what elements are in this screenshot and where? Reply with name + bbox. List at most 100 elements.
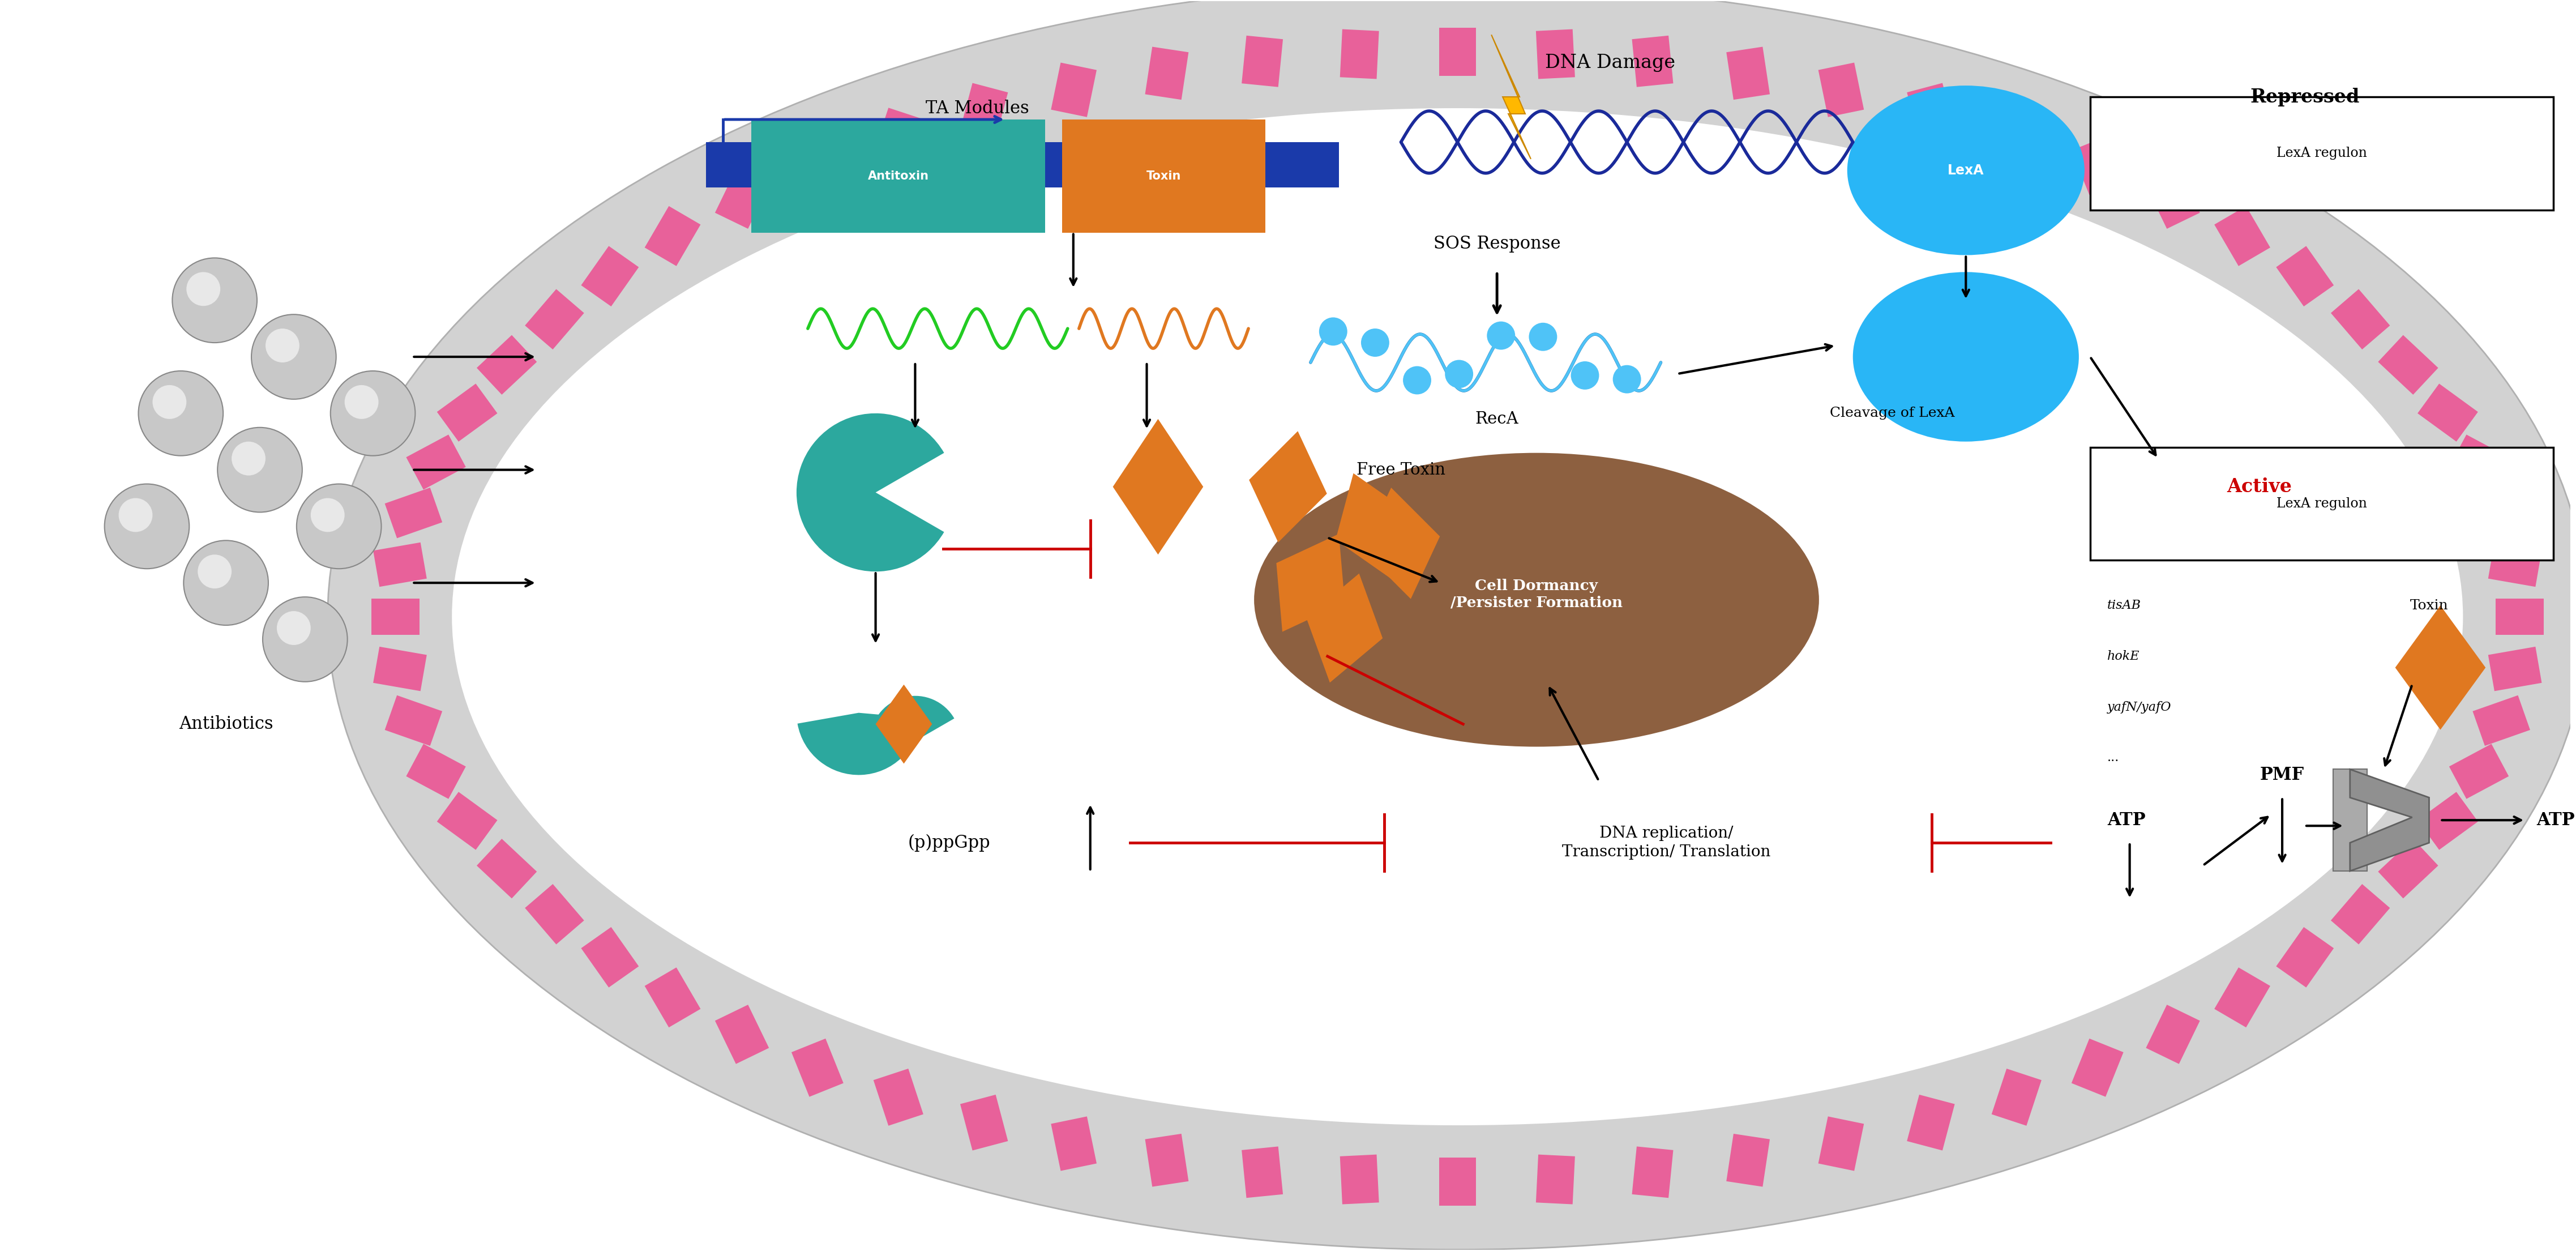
Bar <box>644 206 701 266</box>
Ellipse shape <box>1847 85 2084 255</box>
Polygon shape <box>2349 769 2429 871</box>
Bar <box>2450 744 2509 799</box>
Bar <box>371 598 420 636</box>
Text: SOS Response: SOS Response <box>1432 235 1561 253</box>
Bar <box>407 744 466 799</box>
Polygon shape <box>876 684 933 763</box>
Text: DNA Damage: DNA Damage <box>1546 54 1674 73</box>
Text: Free Toxin: Free Toxin <box>1358 462 1445 478</box>
Ellipse shape <box>327 0 2576 1250</box>
Text: Antitoxin: Antitoxin <box>868 170 930 181</box>
Text: ATP: ATP <box>2107 812 2146 829</box>
Circle shape <box>1445 360 1473 388</box>
Bar <box>2089 96 2553 210</box>
Bar <box>644 967 701 1027</box>
Wedge shape <box>871 696 953 741</box>
Bar <box>1340 1155 1378 1205</box>
Polygon shape <box>2396 605 2486 729</box>
Bar <box>582 246 639 306</box>
Text: tisAB: tisAB <box>2107 599 2141 612</box>
Bar <box>374 543 428 587</box>
Bar <box>2215 206 2269 266</box>
Ellipse shape <box>1255 453 1819 747</box>
Bar <box>1726 46 1770 100</box>
Text: (p)ppGpp: (p)ppGpp <box>907 834 989 852</box>
Text: RecA: RecA <box>1476 412 1520 427</box>
Bar <box>1146 1133 1188 1187</box>
Bar <box>407 434 466 489</box>
Bar <box>2473 696 2530 746</box>
Bar <box>1146 46 1188 100</box>
Bar <box>2378 838 2439 898</box>
Circle shape <box>216 428 301 512</box>
Bar <box>791 136 842 195</box>
Polygon shape <box>1275 534 1345 632</box>
Bar <box>2071 1038 2123 1097</box>
Text: Repressed: Repressed <box>2249 88 2360 106</box>
Bar <box>1440 28 1476 76</box>
Bar <box>873 1068 922 1126</box>
Text: Toxin: Toxin <box>1146 170 1180 181</box>
Polygon shape <box>1492 35 1530 159</box>
Text: Toxin: Toxin <box>2411 599 2447 612</box>
Circle shape <box>1486 322 1515 350</box>
Bar <box>526 289 585 349</box>
Bar <box>1440 1157 1476 1206</box>
Text: DNA replication/
Transcription/ Translation: DNA replication/ Transcription/ Translat… <box>1561 826 1770 859</box>
Circle shape <box>1404 367 1432 394</box>
Text: Active: Active <box>2228 478 2293 497</box>
Circle shape <box>106 484 188 569</box>
Wedge shape <box>799 713 920 774</box>
Bar <box>2331 884 2391 945</box>
Bar <box>2334 769 2367 871</box>
Bar <box>582 927 639 987</box>
Bar <box>716 170 770 229</box>
Circle shape <box>1613 365 1641 393</box>
Wedge shape <box>796 413 943 572</box>
Bar <box>1726 1133 1770 1187</box>
Circle shape <box>1530 323 1556 352</box>
Polygon shape <box>1249 432 1327 543</box>
Circle shape <box>118 498 152 532</box>
Circle shape <box>1319 318 1347 345</box>
Bar <box>1819 1116 1865 1171</box>
Bar <box>2277 246 2334 306</box>
Bar <box>2215 967 2269 1027</box>
Circle shape <box>198 554 232 588</box>
Bar <box>1051 63 1097 118</box>
Circle shape <box>312 498 345 532</box>
Text: LexA regulon: LexA regulon <box>2277 146 2367 160</box>
Bar <box>438 792 497 849</box>
Bar <box>1633 35 1674 88</box>
Circle shape <box>345 385 379 419</box>
Bar <box>477 335 536 394</box>
Polygon shape <box>1363 488 1440 599</box>
Bar <box>384 696 443 746</box>
Bar <box>2488 647 2543 691</box>
Polygon shape <box>1334 473 1409 579</box>
Text: Cell Dormancy
/Persister Formation: Cell Dormancy /Persister Formation <box>1450 579 1623 609</box>
Bar <box>1906 83 1955 139</box>
Bar <box>716 1005 770 1063</box>
Bar <box>2450 434 2509 489</box>
Bar <box>2496 598 2543 636</box>
Circle shape <box>183 540 268 626</box>
Polygon shape <box>1306 573 1383 683</box>
Bar <box>1633 1146 1674 1198</box>
Ellipse shape <box>1852 271 2079 442</box>
Bar <box>1242 1146 1283 1198</box>
Circle shape <box>296 484 381 569</box>
Circle shape <box>1571 362 1600 389</box>
Bar <box>2416 792 2478 849</box>
Bar <box>961 1095 1007 1151</box>
Circle shape <box>173 258 258 343</box>
Text: ...: ... <box>2107 752 2120 764</box>
Bar <box>1242 35 1283 88</box>
Bar <box>1051 1116 1097 1171</box>
Circle shape <box>185 271 222 306</box>
Text: ATP: ATP <box>2537 812 2573 829</box>
Text: TA Modules: TA Modules <box>925 99 1028 116</box>
Text: PMF: PMF <box>2259 766 2306 783</box>
Circle shape <box>232 442 265 475</box>
Text: LexA: LexA <box>1947 164 1984 178</box>
